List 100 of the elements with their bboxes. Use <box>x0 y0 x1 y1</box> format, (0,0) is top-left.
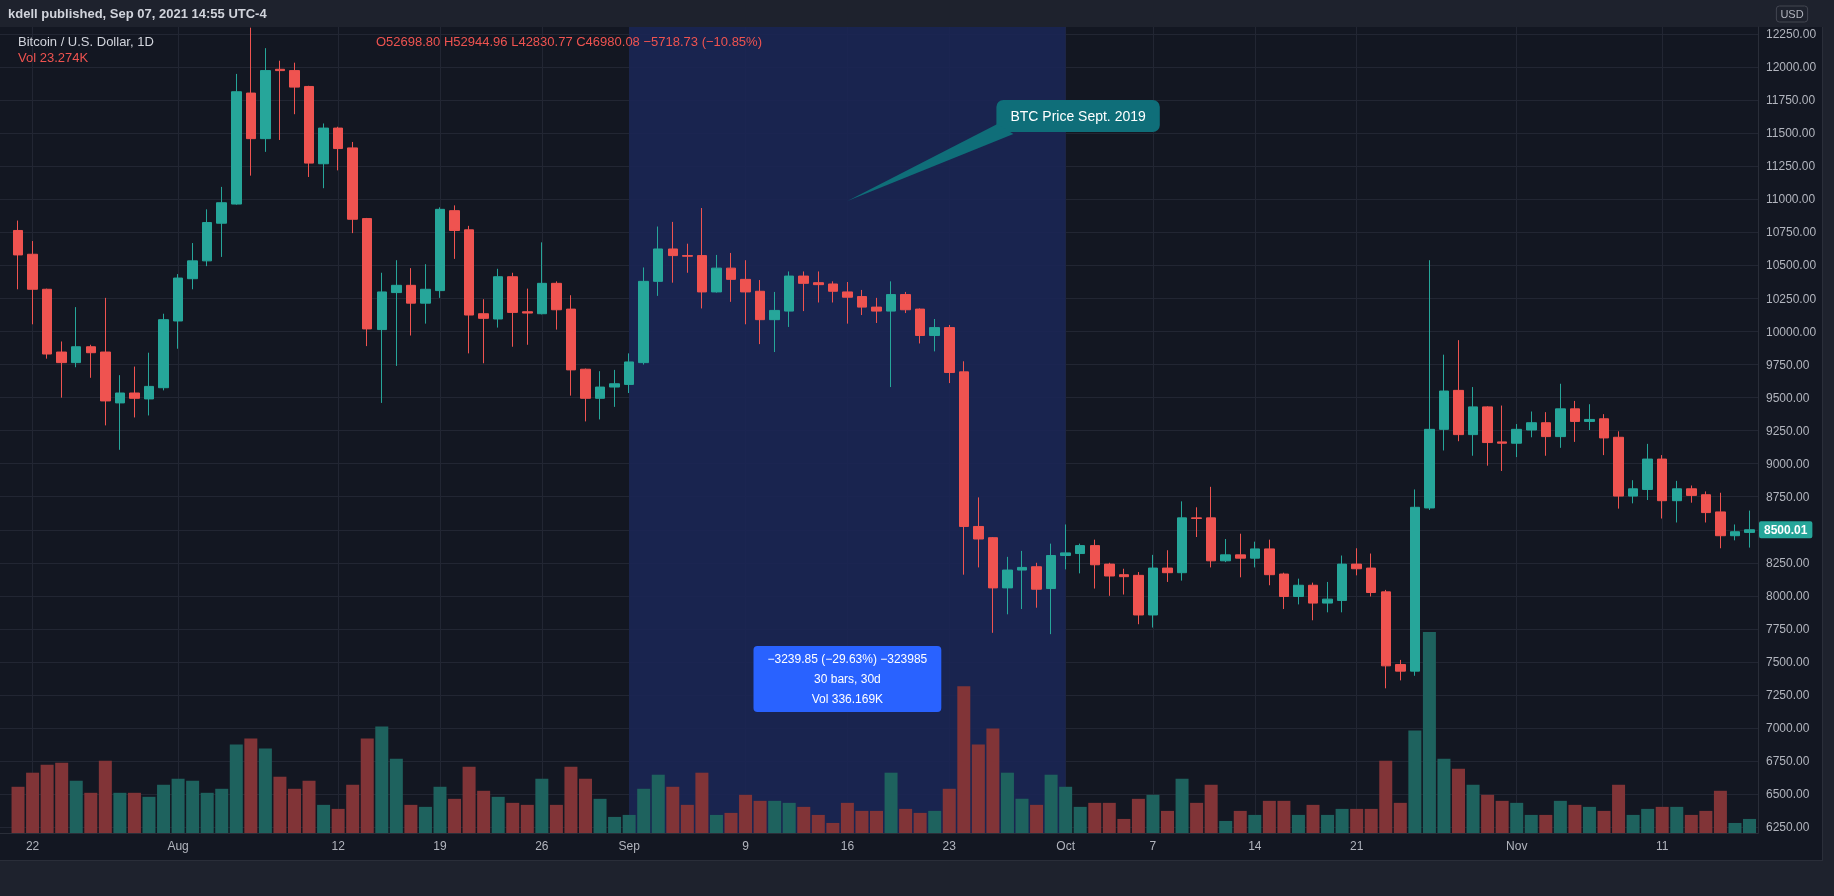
candlestick <box>1730 523 1740 541</box>
candlestick <box>1395 659 1406 681</box>
candlestick <box>537 241 547 315</box>
bar <box>1553 800 1567 833</box>
bar <box>404 804 418 833</box>
candlestick <box>1133 571 1144 625</box>
candlestick <box>391 259 402 367</box>
x-tick-label: Nov <box>1506 839 1528 853</box>
x-tick-label: 12 <box>331 839 346 853</box>
candlestick <box>871 297 882 324</box>
bar <box>1015 798 1029 833</box>
bar <box>302 780 316 833</box>
bar <box>98 760 112 833</box>
bar <box>491 796 505 833</box>
bar <box>651 774 665 833</box>
candlestick <box>216 186 227 258</box>
y-tick-label: 11250.00 <box>1766 159 1816 174</box>
candlestick <box>246 27 256 177</box>
bar <box>1350 808 1364 833</box>
candlestick <box>828 280 838 303</box>
y-tick-label: 6750.00 <box>1766 753 1810 768</box>
candlestick <box>1599 413 1609 456</box>
candlestick <box>551 280 562 331</box>
y-tick-label: 9250.00 <box>1766 423 1810 438</box>
bar <box>1190 802 1204 833</box>
bar <box>913 812 927 833</box>
bar <box>1088 802 1102 833</box>
bar <box>142 796 156 833</box>
bar <box>709 814 723 833</box>
bar <box>244 738 258 833</box>
x-tick-label: 22 <box>25 839 40 853</box>
bar <box>1743 818 1757 833</box>
y-axis-title: USD <box>1780 8 1804 20</box>
candlestick <box>1613 430 1624 510</box>
candlestick <box>13 220 23 290</box>
candlestick <box>1177 500 1187 582</box>
annotation: 8500.01 <box>1764 522 1808 537</box>
candlestick <box>464 225 474 354</box>
candlestick <box>1526 411 1537 438</box>
candlestick <box>347 141 358 234</box>
candlestick <box>1555 383 1566 449</box>
candlestick <box>71 306 81 368</box>
x-tick-label: 7 <box>1149 839 1157 853</box>
bar <box>1728 822 1742 833</box>
candlestick <box>1366 553 1376 597</box>
candlestick <box>449 204 460 260</box>
candlestick <box>1410 488 1420 677</box>
x-tick-label: 19 <box>433 839 447 853</box>
candlestick <box>260 47 271 153</box>
candlestick <box>1381 589 1391 689</box>
y-tick-label: 12250.00 <box>1766 27 1817 42</box>
band-label: −3239.85 (−29.63%) −323985 30 bars, 30d Vol 336.169K <box>767 652 928 707</box>
bar <box>1233 810 1247 833</box>
candlestick <box>129 366 140 418</box>
bar <box>84 792 98 833</box>
bar <box>1393 802 1407 833</box>
candlestick <box>1744 510 1755 549</box>
y-tick-label: 11750.00 <box>1766 93 1816 108</box>
bar <box>1131 798 1145 833</box>
annotation: Vol 23.274K <box>18 50 89 66</box>
bar <box>317 804 331 833</box>
candlestick <box>769 291 780 353</box>
candlestick <box>1511 423 1522 458</box>
candlestick <box>1439 354 1449 451</box>
bar <box>1030 804 1044 833</box>
candlestick <box>202 208 212 267</box>
bar <box>1175 778 1189 833</box>
x-tick-label: 9 <box>742 839 750 853</box>
candlestick <box>653 226 663 297</box>
bar <box>724 812 738 833</box>
y-tick-label: 10500.00 <box>1766 258 1817 273</box>
candlestick <box>1541 411 1551 457</box>
candlestick <box>173 273 183 350</box>
candlestick <box>1148 554 1158 629</box>
bar <box>69 780 83 833</box>
candlestick <box>1017 550 1027 610</box>
bar <box>375 726 389 833</box>
bar <box>1568 804 1582 833</box>
candlestick <box>886 280 896 388</box>
candlestick <box>566 294 576 397</box>
bar <box>506 802 520 833</box>
candlestick <box>144 352 154 416</box>
candlestick <box>115 374 125 451</box>
bar <box>753 800 767 833</box>
candlestick <box>478 298 489 364</box>
candlestick <box>1191 506 1202 538</box>
bar <box>870 810 883 833</box>
candlestick <box>1570 400 1580 443</box>
candlestick <box>1642 443 1653 501</box>
candlestick <box>1322 581 1333 613</box>
candlestick <box>624 352 634 394</box>
bar <box>113 792 127 833</box>
y-tick-label: 11000.00 <box>1766 192 1816 207</box>
y-tick-label: 10750.00 <box>1766 225 1817 240</box>
bar <box>1655 806 1669 833</box>
bar <box>1713 790 1727 833</box>
bar <box>1582 806 1596 833</box>
candlestick <box>668 221 678 284</box>
y-tick-label: 6250.00 <box>1766 820 1810 835</box>
bar <box>127 792 141 833</box>
